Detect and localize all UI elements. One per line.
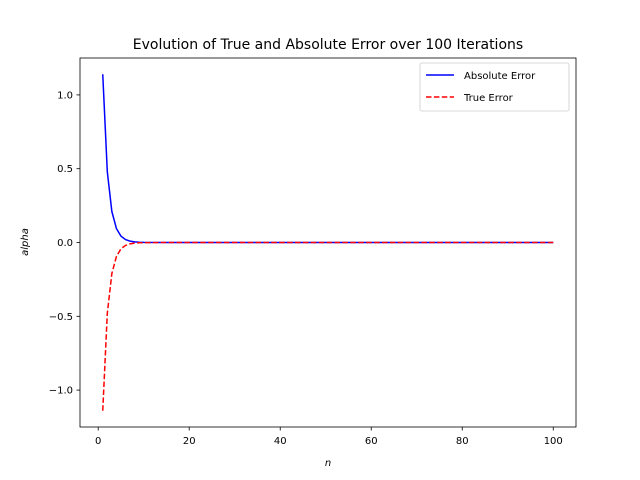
x-tick-label: 0 (95, 436, 101, 447)
x-tick-label: 40 (274, 436, 287, 447)
y-tick-label: 1.0 (57, 90, 73, 101)
legend-label: True Error (463, 93, 514, 104)
y-tick-label: 0.0 (57, 238, 73, 249)
y-tick-label: 0.5 (57, 164, 73, 175)
x-tick-label: 80 (456, 436, 469, 447)
x-tick-label: 60 (365, 436, 378, 447)
y-tick-label: −0.5 (49, 312, 73, 323)
x-tick-label: 100 (544, 436, 563, 447)
x-axis-ticks: 0 20 40 60 80 100 (95, 427, 563, 447)
legend-label: Absolute Error (464, 71, 536, 82)
series-layer (102, 74, 554, 411)
series-line-true-error (102, 241, 554, 411)
chart-title: Evolution of True and Absolute Error ove… (133, 37, 523, 53)
legend: Absolute Error True Error (419, 62, 570, 112)
y-axis-label: alpha (20, 228, 31, 256)
y-tick-label: −1.0 (49, 386, 73, 397)
x-axis-label: n (325, 458, 331, 469)
y-axis-ticks: −1.0 −0.5 0.0 0.5 1.0 (49, 90, 80, 397)
legend-box (419, 62, 570, 112)
x-tick-label: 20 (183, 436, 196, 447)
